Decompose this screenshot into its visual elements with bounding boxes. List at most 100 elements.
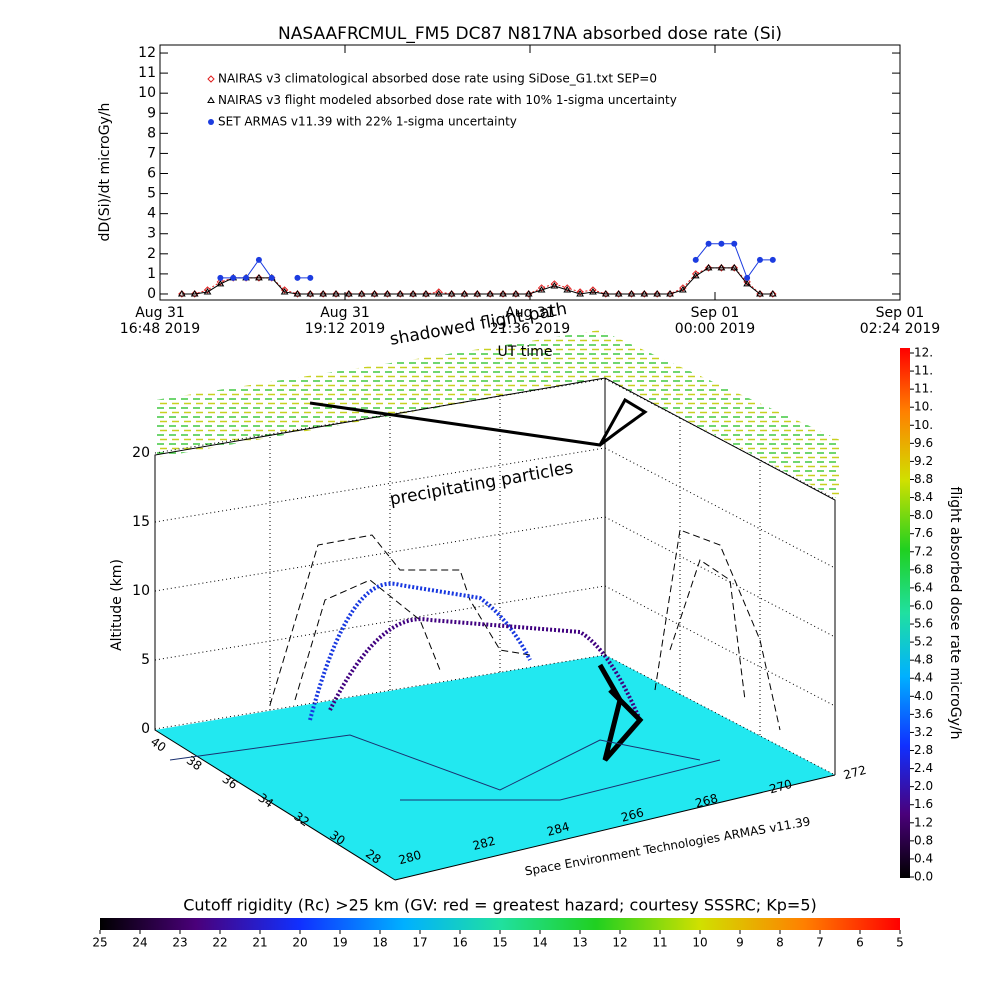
y-tick-label: 3 (147, 226, 156, 242)
marker (243, 274, 250, 281)
colorbar-tick-label: 5 (896, 936, 904, 950)
marker (293, 290, 302, 297)
marker (268, 274, 275, 281)
colorbar-tick-label: 12 (612, 936, 627, 950)
box-edge (394, 774, 836, 881)
marker (511, 290, 520, 297)
marker (769, 256, 776, 263)
z-grid (154, 585, 606, 661)
marker (550, 280, 559, 288)
marker (730, 263, 739, 271)
colorbar-tick-label: 16 (452, 936, 467, 950)
marker (705, 240, 712, 247)
lon-tick-label: 268 (694, 791, 720, 810)
colorbar-tick-label: 10 (692, 936, 707, 950)
colorbar-tick-label: 8.8 (914, 472, 933, 486)
marker (730, 264, 738, 272)
colorbar-tick-label: 17 (412, 936, 427, 950)
marker (627, 290, 636, 297)
box-edge (154, 377, 836, 881)
colorbar-label: flight absorbed dose rate microGy/h (947, 487, 963, 740)
marker (756, 256, 763, 263)
colorbar-tick-label: 2.0 (914, 779, 933, 793)
lat-tick-label: 40 (148, 734, 169, 754)
marker (280, 286, 289, 294)
marker (447, 290, 456, 298)
ground-map (155, 655, 835, 880)
legend-label: SET ARMAS v11.39 with 22% 1-sigma uncert… (218, 115, 517, 129)
marker (435, 288, 443, 296)
marker (704, 263, 713, 271)
marker (679, 284, 687, 292)
legend-label: NAIRAS v3 flight modeled absorbed dose r… (218, 93, 677, 107)
marker (216, 279, 225, 287)
colorbar-tick-label: 9.2 (914, 454, 933, 468)
marker (563, 284, 571, 292)
marker (768, 290, 777, 297)
colorbar-tick-label: 7 (816, 936, 824, 950)
marker (589, 287, 597, 295)
colorbar-label: Cutoff rigidity (Rc) >25 km (GV: red = g… (183, 896, 817, 915)
y-tick-label: 9 (147, 105, 156, 121)
marker (306, 290, 315, 297)
colorbar-tick-label: 2.4 (914, 761, 933, 775)
marker (370, 290, 379, 298)
marker (704, 264, 713, 272)
colorbar-tick-label: 19 (332, 936, 347, 950)
colorbar-tick-label: 6.4 (914, 580, 933, 594)
flight-path (308, 581, 532, 721)
colorbar-tick-label: 8.0 (914, 508, 933, 522)
marker (743, 279, 752, 287)
marker (190, 290, 199, 298)
marker (576, 288, 584, 296)
marker (203, 286, 212, 294)
marker (178, 290, 186, 298)
colorbar-tick-label: 13 (572, 936, 587, 950)
marker (177, 290, 186, 297)
z-grid (604, 516, 836, 638)
marker (344, 290, 353, 297)
colorbar-tick-label: 9 (736, 936, 744, 950)
colorbar-tick-label: 14 (532, 936, 547, 950)
marker (230, 274, 237, 281)
y-tick-label: 10 (138, 85, 156, 101)
lon-tick-label: 270 (768, 777, 794, 796)
marker (486, 290, 494, 298)
marker (692, 256, 699, 263)
marker (486, 290, 495, 297)
colorbar-tick-label: 5.2 (914, 635, 933, 649)
marker (307, 274, 314, 281)
marker (769, 290, 777, 298)
marker (512, 290, 520, 298)
marker (550, 281, 559, 289)
colorbar-tick-label: 12. (914, 346, 933, 360)
z-grid (604, 654, 836, 776)
marker (589, 286, 597, 294)
marker (473, 290, 482, 297)
colorbar-tick-label: 9.6 (914, 436, 933, 450)
x-tick-label: Aug 31 (135, 305, 185, 321)
y-tick-label: 2 (147, 246, 156, 262)
marker (357, 290, 366, 297)
y-tick-label: 11 (138, 65, 156, 81)
marker (332, 290, 340, 297)
z-grid (154, 447, 606, 523)
colorbar-tick-label: 11. (914, 364, 933, 378)
z-grid (154, 654, 606, 730)
marker (576, 290, 584, 297)
colorbar-tick-label: 1.6 (914, 797, 933, 811)
legend-marker (207, 75, 215, 83)
marker (447, 290, 456, 297)
y-tick-label: 0 (147, 286, 156, 302)
particle-field (155, 330, 840, 500)
marker (319, 290, 328, 297)
marker (383, 290, 392, 297)
marker (537, 285, 546, 293)
x-tick-label: Sep 01 (691, 305, 740, 321)
lon-tick-label: 280 (397, 848, 423, 867)
lon-tick-label: 272 (842, 763, 868, 782)
z-grid (154, 378, 606, 454)
marker (640, 290, 649, 297)
colorbar-tick-label: 5.6 (914, 617, 933, 631)
